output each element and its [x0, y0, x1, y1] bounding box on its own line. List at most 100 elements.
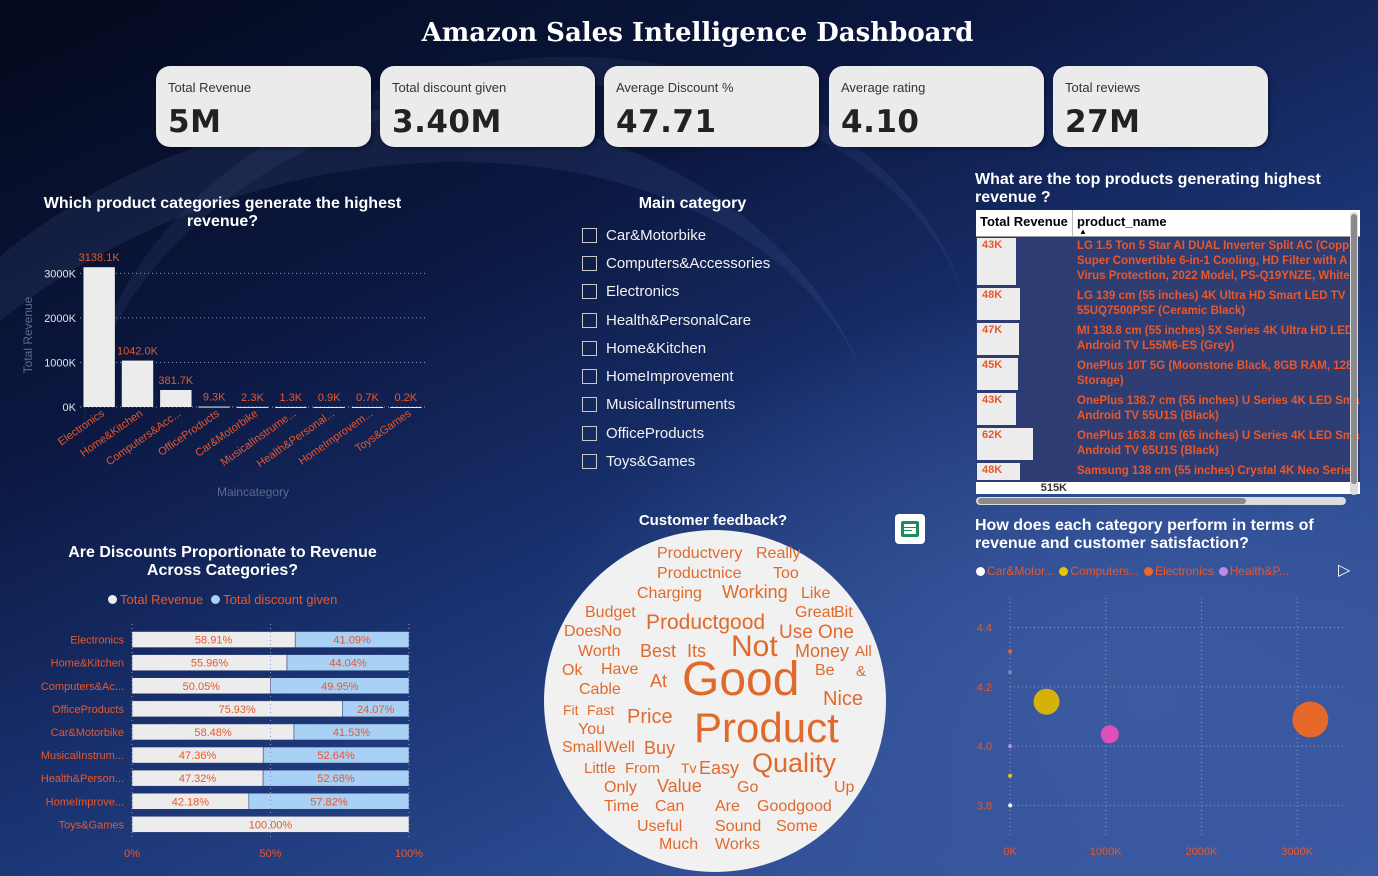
cloud-word[interactable]: Much — [659, 836, 699, 853]
slicer-item[interactable]: Computers&Accessories — [582, 249, 770, 277]
legend-item[interactable]: Electronics — [1144, 564, 1214, 578]
slicer-item[interactable]: MusicalInstruments — [582, 391, 770, 419]
cloud-word[interactable]: Time — [604, 798, 639, 815]
cloud-word[interactable]: Budget — [585, 604, 636, 621]
slicer-item[interactable]: OfficeProducts — [582, 419, 770, 447]
cloud-word[interactable]: Productgood — [646, 610, 766, 634]
cloud-word[interactable]: Value — [657, 776, 702, 796]
cloud-word[interactable]: Does — [564, 623, 602, 640]
cloud-word[interactable]: Up — [834, 779, 855, 796]
slicer-item[interactable]: Car&Motorbike — [582, 221, 770, 249]
cloud-word[interactable]: Worth — [578, 643, 621, 660]
checkbox[interactable] — [582, 312, 597, 328]
cloud-word[interactable]: Great — [795, 604, 836, 621]
scatter-point[interactable] — [1008, 649, 1013, 654]
table-row[interactable]: 43K LG 1.5 Ton 5 Star AI DUAL Inverter Sp… — [976, 237, 1360, 287]
bar-segment[interactable] — [294, 631, 410, 648]
bar-segment[interactable] — [293, 723, 410, 741]
cloud-word[interactable]: Ok — [562, 662, 583, 679]
cloud-word[interactable]: Money — [795, 641, 850, 661]
bar-segment[interactable] — [248, 793, 410, 810]
table-row[interactable]: 45K OnePlus 10T 5G (Moonstone Black, 8GB … — [976, 357, 1360, 392]
cloud-word[interactable]: From — [625, 759, 660, 777]
cloud-word[interactable]: Good — [682, 653, 800, 706]
cloud-word[interactable]: Well — [604, 739, 635, 756]
bar-segment[interactable] — [262, 746, 410, 764]
cloud-word[interactable]: One — [818, 621, 854, 643]
cloud-word[interactable]: Sound — [715, 818, 762, 835]
cloud-word[interactable]: Works — [715, 836, 761, 853]
table-row[interactable]: 48K Samsung 138 cm (55 inches) Crystal 4K… — [976, 462, 1360, 482]
cloud-word[interactable]: Cable — [579, 681, 621, 698]
bar[interactable] — [351, 406, 384, 408]
cloud-word[interactable]: Productvery — [657, 545, 743, 562]
bar[interactable] — [83, 267, 115, 407]
cloud-word[interactable]: Product — [694, 704, 839, 751]
table-row[interactable]: 48K LG 139 cm (55 inches) 4K Ultra HD Sma… — [976, 287, 1360, 322]
bar-segment[interactable] — [270, 677, 410, 694]
cloud-word[interactable]: Can — [655, 798, 685, 815]
cloud-word[interactable]: Productnice — [657, 565, 742, 582]
scatter-point[interactable] — [1033, 688, 1060, 715]
cloud-word[interactable]: Fast — [587, 702, 615, 718]
cloud-word[interactable]: Quality — [752, 747, 837, 778]
cloud-word[interactable]: No — [601, 623, 622, 640]
table-row[interactable]: 43K OnePlus 138.7 cm (55 inches) U Series… — [976, 392, 1360, 427]
checkbox[interactable] — [582, 425, 597, 441]
checkbox[interactable] — [582, 397, 597, 413]
cloud-word[interactable]: Price — [627, 706, 673, 728]
cloud-word[interactable]: All — [855, 642, 872, 660]
bar[interactable] — [198, 406, 230, 408]
cloud-word[interactable]: You — [578, 721, 605, 738]
cloud-word[interactable]: Small — [562, 739, 603, 756]
scatter-point[interactable] — [1008, 803, 1013, 808]
slicer-item[interactable]: HomeImprovement — [582, 362, 770, 390]
checkbox[interactable] — [582, 227, 597, 243]
cloud-word[interactable]: Buy — [644, 738, 676, 758]
export-data-icon[interactable] — [895, 514, 925, 544]
column-header-product-name[interactable]: product_name ▲ — [1073, 210, 1360, 236]
slicer-item[interactable]: Health&PersonalCare — [582, 306, 770, 334]
table-row[interactable]: 62K OnePlus 163.8 cm (65 inches) U Series… — [976, 427, 1360, 462]
cloud-word[interactable]: Useful — [637, 818, 683, 835]
scatter-point[interactable] — [1100, 725, 1119, 744]
cloud-word[interactable]: Working — [722, 582, 788, 602]
scatter-point[interactable] — [1292, 701, 1329, 738]
legend-item[interactable]: Total discount given — [211, 592, 337, 607]
cloud-word[interactable]: Too — [773, 565, 799, 582]
checkbox[interactable] — [582, 369, 597, 385]
checkbox[interactable] — [582, 255, 597, 271]
scrollbar-thumb[interactable] — [1351, 214, 1357, 484]
cloud-word[interactable]: Like — [801, 585, 831, 602]
scatter-point[interactable] — [1008, 670, 1013, 675]
checkbox[interactable] — [582, 454, 597, 470]
legend-item[interactable]: Total Revenue — [108, 592, 203, 607]
cloud-word[interactable]: Go — [737, 779, 759, 796]
column-header-total-revenue[interactable]: Total Revenue — [976, 210, 1073, 236]
cloud-word[interactable]: Bit — [834, 604, 853, 621]
slicer-item[interactable]: Home&Kitchen — [582, 334, 770, 362]
cloud-word[interactable]: Some — [776, 818, 818, 835]
cloud-word[interactable]: & — [856, 662, 867, 680]
cloud-word[interactable]: Really — [756, 545, 801, 562]
cloud-word[interactable]: Tv — [681, 760, 697, 776]
bar-segment[interactable] — [286, 654, 410, 671]
bar[interactable] — [275, 406, 307, 408]
cloud-word[interactable]: Little — [584, 759, 616, 777]
vertical-scrollbar[interactable] — [1350, 212, 1358, 495]
table-row[interactable]: 47K MI 138.8 cm (55 inches) 5X Series 4K … — [976, 322, 1360, 357]
cloud-word[interactable]: Best — [640, 641, 677, 661]
checkbox[interactable] — [582, 284, 597, 300]
legend-item[interactable]: Health&P... — [1218, 564, 1289, 578]
scatter-point[interactable] — [1008, 773, 1013, 778]
bar[interactable] — [160, 389, 192, 407]
bar[interactable] — [313, 406, 345, 408]
cloud-word[interactable]: Its — [687, 641, 707, 661]
legend-item[interactable]: Computers... — [1059, 564, 1139, 578]
horizontal-scrollbar[interactable] — [976, 497, 1346, 505]
cloud-word[interactable]: Are — [715, 798, 740, 815]
cloud-word[interactable]: At — [650, 671, 668, 691]
cloud-word[interactable]: Charging — [637, 585, 702, 602]
cloud-word[interactable]: Not — [731, 630, 778, 663]
slicer-item[interactable]: Electronics — [582, 278, 770, 306]
